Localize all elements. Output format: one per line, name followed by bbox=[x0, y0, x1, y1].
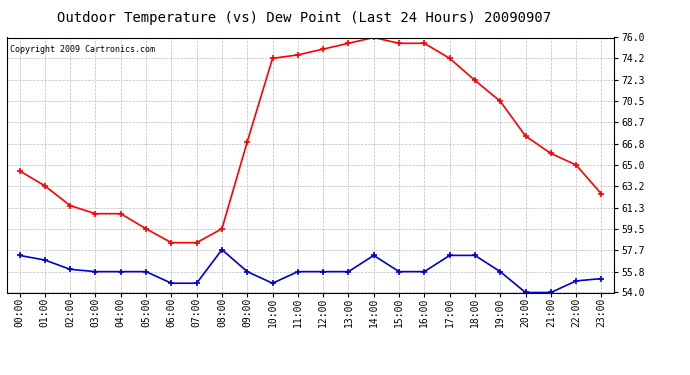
Text: Copyright 2009 Cartronics.com: Copyright 2009 Cartronics.com bbox=[10, 45, 155, 54]
Text: Outdoor Temperature (vs) Dew Point (Last 24 Hours) 20090907: Outdoor Temperature (vs) Dew Point (Last… bbox=[57, 11, 551, 25]
